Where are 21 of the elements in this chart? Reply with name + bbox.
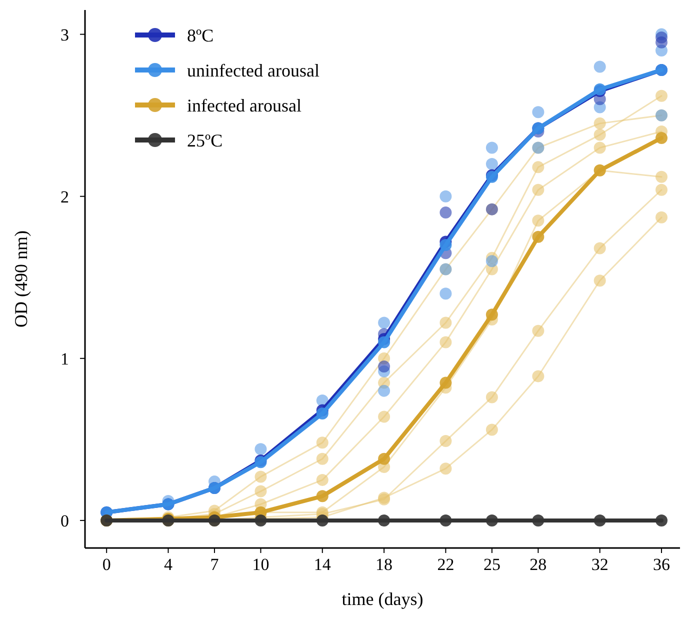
legend-label: 25ºC [187,130,223,150]
x-tick-label: 0 [102,555,111,574]
x-axis-title: time (days) [342,589,424,609]
x-tick-label: 25 [483,555,500,574]
x-tick-label: 22 [437,555,454,574]
y-tick-label: 2 [60,187,69,206]
y-tick-label: 0 [60,511,69,530]
legend-label: infected arousal [187,95,302,116]
x-tick-label: 32 [591,555,608,574]
x-tick-label: 28 [530,555,547,574]
y-tick-label: 1 [60,349,69,368]
x-tick-label: 36 [653,555,670,574]
x-tick-label: 4 [164,555,173,574]
x-tick-label: 18 [376,555,393,574]
y-axis-title: OD (490 nm) [11,230,31,328]
x-tick-label: 7 [210,555,220,574]
x-tick-label: 10 [252,555,270,574]
y-tick-label: 3 [60,25,69,44]
legend-label: 8ºC [187,25,214,46]
x-tick-label: 14 [314,555,332,574]
legend-label: uninfected arousal [187,60,320,80]
